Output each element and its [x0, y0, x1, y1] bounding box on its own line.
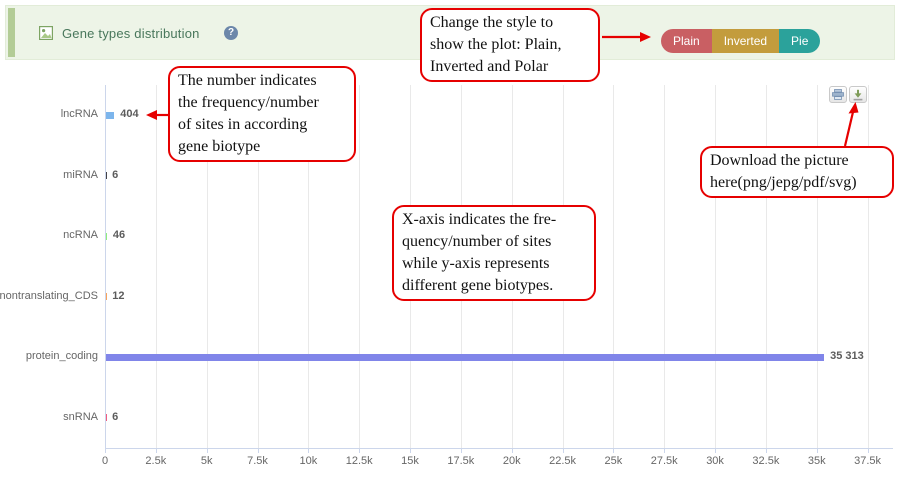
- value-label: 404: [120, 108, 139, 121]
- bar[interactable]: [106, 111, 115, 119]
- x-axis-tick: [410, 448, 412, 453]
- print-button[interactable]: [829, 86, 847, 103]
- x-axis-tick: [867, 448, 869, 453]
- x-axis-tick-label: 37.5k: [854, 455, 882, 467]
- callout-download-note: Download the picture here(png/jepg/pdf/s…: [700, 146, 894, 198]
- x-axis-tick: [460, 448, 462, 453]
- category-label: nontranslating_CDS: [0, 289, 98, 302]
- grid-line: [308, 85, 310, 448]
- x-axis-tick-label: 30k: [706, 455, 724, 467]
- x-axis-tick: [511, 448, 513, 453]
- x-axis-tick-label: 5k: [200, 455, 213, 467]
- callout-style-note: Change the style to show the plot: Plain…: [420, 8, 600, 82]
- x-axis-tick-label: 27.5k: [650, 455, 678, 467]
- callout-line: the frequency/number: [178, 94, 319, 111]
- grid-line: [359, 85, 361, 448]
- callout-axes-note: X-axis indicates the fre- quency/number …: [392, 205, 596, 301]
- panel-title: Gene types distribution: [62, 26, 200, 41]
- x-axis-tick: [715, 448, 717, 453]
- image-icon: [39, 26, 53, 40]
- callout-line: The number indicates: [178, 72, 317, 89]
- x-axis-tick-label: 17.5k: [447, 455, 475, 467]
- x-axis-tick-label: 20k: [502, 455, 521, 467]
- x-axis-tick: [206, 448, 208, 453]
- inverted-button[interactable]: Inverted: [711, 29, 780, 53]
- x-axis-tick: [257, 448, 259, 453]
- grid-line: [867, 85, 869, 448]
- grid-line: [155, 85, 157, 448]
- callout-line: show the plot: Plain,: [430, 36, 562, 53]
- grid-line: [613, 85, 615, 448]
- x-axis-tick: [613, 448, 615, 453]
- download-button[interactable]: [849, 86, 867, 103]
- x-axis-tick: [359, 448, 361, 453]
- pie-button[interactable]: Pie: [779, 29, 821, 53]
- x-axis-tick-label: 32.5k: [752, 455, 780, 467]
- x-axis-tick-label: 0: [101, 455, 109, 467]
- x-axis-tick-label: 2.5k: [145, 455, 167, 467]
- callout-line: here(png/jepg/pdf/svg): [710, 174, 857, 191]
- x-axis-tick: [562, 448, 564, 453]
- grid-line: [816, 85, 818, 448]
- x-axis-tick: [765, 448, 767, 453]
- plain-button[interactable]: Plain: [661, 29, 712, 53]
- x-axis-tick-label: 7.5k: [247, 455, 268, 467]
- grid-line: [206, 85, 208, 448]
- grid-line: [715, 85, 717, 448]
- value-label: 12: [112, 289, 125, 302]
- export-toolbar: [829, 86, 867, 103]
- download-icon: [853, 89, 863, 100]
- header-accent-stripe: [8, 8, 15, 57]
- grid-line: [765, 85, 767, 448]
- callout-line: gene biotype: [178, 138, 261, 155]
- value-label: 6: [112, 410, 119, 423]
- x-axis-line: [105, 448, 893, 449]
- x-axis-tick: [155, 448, 157, 453]
- grid-line: [664, 85, 666, 448]
- x-axis-tick-label: 10k: [299, 455, 318, 467]
- category-label: miRNA: [63, 168, 98, 181]
- category-label: snRNA: [63, 410, 98, 423]
- category-label: lncRNA: [60, 108, 98, 121]
- x-axis-tick-label: 12.5k: [345, 455, 373, 467]
- category-label: protein_coding: [25, 350, 98, 363]
- callout-number-note: The number indicates the frequency/numbe…: [168, 66, 356, 162]
- x-axis-tick: [308, 448, 310, 453]
- callout-line: X-axis indicates the fre-: [402, 211, 557, 228]
- callout-line: of sites in according: [178, 116, 308, 133]
- callout-line: while y-axis represents: [402, 255, 550, 272]
- x-axis-tick: [105, 448, 106, 453]
- bar[interactable]: [106, 353, 825, 361]
- callout-line: Download the picture: [710, 152, 849, 169]
- bar[interactable]: [106, 232, 107, 240]
- value-label: 35 313: [830, 350, 864, 363]
- callout-line: different gene biotypes.: [402, 277, 554, 294]
- callout-line: Inverted and Polar: [430, 58, 549, 75]
- style-button-group: Plain Inverted Pie: [661, 29, 821, 53]
- help-icon[interactable]: ?: [224, 26, 238, 40]
- callout-line: quency/number of sites: [402, 233, 552, 250]
- y-axis-line: [105, 85, 106, 448]
- x-axis-tick-label: 25k: [604, 455, 623, 467]
- x-axis-tick-label: 15k: [401, 455, 419, 467]
- x-axis-tick: [816, 448, 818, 453]
- x-axis-tick-label: 35k: [807, 455, 826, 467]
- printer-icon: [832, 89, 844, 100]
- callout-line: Change the style to: [430, 14, 554, 31]
- category-label: ncRNA: [63, 229, 98, 242]
- value-label: 46: [112, 229, 126, 242]
- value-label: 6: [112, 168, 119, 181]
- grid-line: [257, 85, 259, 448]
- x-axis-tick: [664, 448, 666, 453]
- x-axis-tick-label: 22.5k: [549, 455, 576, 467]
